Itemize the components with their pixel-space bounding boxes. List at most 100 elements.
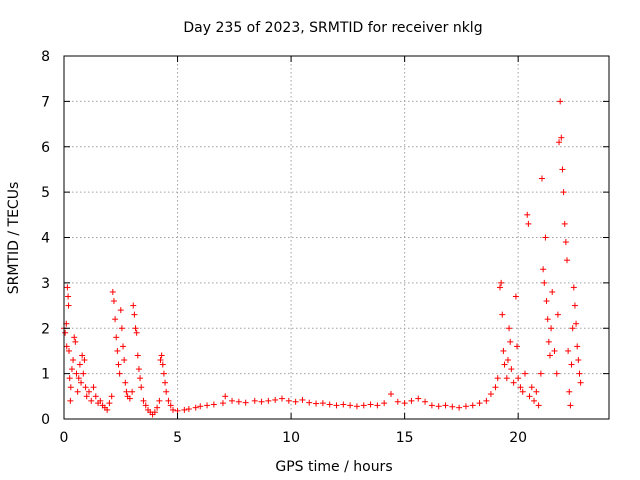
- data-point: [83, 393, 90, 400]
- data-point: [64, 284, 71, 291]
- data-point: [394, 398, 401, 405]
- data-point: [174, 407, 181, 414]
- data-point: [235, 398, 242, 405]
- data-point: [533, 388, 540, 395]
- data-point: [76, 361, 83, 368]
- data-point: [525, 220, 532, 227]
- data-point: [521, 370, 528, 377]
- data-point: [388, 391, 394, 398]
- data-point: [340, 401, 347, 408]
- data-point: [514, 343, 521, 350]
- data-point: [158, 352, 165, 359]
- y-tick-label: 6: [41, 140, 50, 156]
- data-point: [219, 400, 226, 407]
- data-point: [498, 279, 505, 286]
- data-point: [115, 361, 122, 368]
- data-point: [506, 325, 513, 332]
- x-tick-label: 20: [509, 430, 527, 446]
- data-point: [531, 397, 538, 404]
- data-point: [82, 384, 89, 391]
- data-point: [142, 402, 149, 409]
- data-point: [476, 400, 483, 407]
- data-point: [347, 402, 354, 409]
- data-point: [449, 403, 456, 410]
- data-point: [374, 402, 381, 409]
- data-point: [167, 402, 174, 409]
- data-point: [222, 393, 229, 400]
- data-point: [510, 379, 517, 386]
- data-point: [92, 393, 99, 400]
- data-point: [170, 406, 176, 413]
- data-point: [326, 401, 333, 408]
- data-point: [319, 400, 326, 407]
- data-point: [435, 403, 442, 410]
- data-point: [553, 370, 560, 377]
- data-point: [63, 343, 70, 350]
- data-point: [422, 398, 429, 405]
- data-point: [156, 397, 163, 404]
- data-point: [229, 397, 236, 404]
- data-point: [204, 402, 211, 409]
- data-point: [537, 370, 544, 377]
- data-point: [492, 384, 499, 391]
- data-point: [568, 361, 575, 368]
- axis-ticks: 0 1 2 3 4 5 6 7 8 0 5 10 15 20: [41, 49, 609, 446]
- data-point: [539, 175, 546, 182]
- data-point: [542, 234, 549, 241]
- data-point: [573, 320, 580, 327]
- data-point: [157, 357, 164, 364]
- data-point: [566, 388, 573, 395]
- data-point: [137, 375, 144, 382]
- y-tick-label: 2: [41, 321, 50, 337]
- data-point: [265, 397, 272, 404]
- data-point: [500, 347, 507, 354]
- data-point: [285, 397, 292, 404]
- data-point: [68, 366, 75, 373]
- data-point: [545, 338, 552, 345]
- x-tick-label: 0: [60, 430, 69, 446]
- data-point: [503, 375, 510, 382]
- data-point: [456, 404, 463, 411]
- data-point: [121, 357, 128, 364]
- y-tick-label: 1: [41, 367, 50, 383]
- data-point: [528, 384, 535, 391]
- data-point: [134, 352, 141, 359]
- data-point: [181, 406, 188, 413]
- grid-lines: [64, 56, 609, 419]
- data-point: [80, 370, 87, 377]
- data-point: [563, 257, 570, 264]
- data-point: [292, 398, 299, 405]
- x-tick-label: 15: [396, 430, 414, 446]
- data-point: [154, 404, 161, 411]
- data-point: [313, 400, 320, 407]
- data-point: [79, 352, 86, 359]
- data-point: [65, 302, 72, 309]
- data-point: [242, 399, 249, 406]
- data-point: [367, 401, 374, 408]
- data-point: [197, 403, 204, 410]
- data-point: [415, 395, 422, 402]
- data-point: [299, 396, 306, 403]
- data-point: [544, 316, 551, 323]
- data-point: [210, 401, 217, 408]
- data-point: [524, 211, 531, 218]
- data-point: [515, 375, 522, 382]
- data-point: [272, 396, 279, 403]
- data-point: [570, 284, 577, 291]
- data-point: [118, 325, 125, 332]
- data-point: [138, 384, 145, 391]
- data-point: [140, 397, 147, 404]
- data-point: [65, 347, 72, 354]
- data-point: [512, 293, 519, 300]
- data-point: [517, 384, 524, 391]
- data-point: [78, 379, 85, 386]
- data-point: [333, 402, 340, 409]
- data-point: [483, 397, 490, 404]
- data-point: [508, 366, 515, 373]
- y-tick-label: 3: [41, 276, 50, 292]
- data-point: [499, 311, 506, 318]
- data-point: [251, 397, 258, 404]
- x-tick-label: 5: [173, 430, 182, 446]
- data-point: [360, 402, 367, 409]
